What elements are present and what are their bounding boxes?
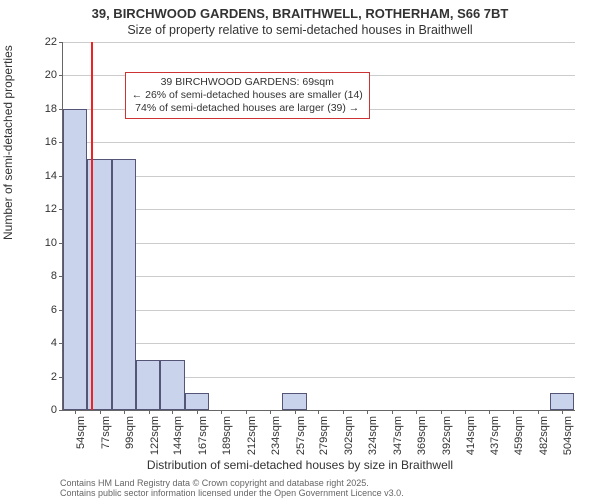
gridline [63,310,575,311]
gridline [63,276,575,277]
x-tick-label: 144sqm [172,416,184,455]
histogram-bar [282,393,306,410]
x-tick-label: 414sqm [465,416,477,455]
y-tick-label: 16 [45,136,63,148]
gridline [63,42,575,43]
histogram-bar [550,393,574,410]
x-tick-mark [513,410,514,414]
y-tick-label: 6 [51,304,63,316]
annotation-line: 39 BIRCHWOOD GARDENS: 69sqm [132,76,363,89]
y-axis-label: Number of semi-detached properties [1,45,15,240]
gridline [63,209,575,210]
y-tick-label: 12 [45,203,63,215]
y-tick-label: 18 [45,103,63,115]
x-tick-mark [318,410,319,414]
x-tick-label: 167sqm [197,416,209,455]
x-tick-label: 302sqm [343,416,355,455]
y-tick-label: 10 [45,237,63,249]
x-tick-label: 482sqm [538,416,550,455]
y-tick-label: 0 [51,404,63,416]
y-tick-label: 8 [51,270,63,282]
x-tick-label: 212sqm [246,416,258,455]
x-tick-mark [124,410,125,414]
x-tick-mark [465,410,466,414]
histogram-bar [112,159,136,410]
x-tick-label: 99sqm [124,416,136,449]
x-tick-mark [246,410,247,414]
x-tick-mark [172,410,173,414]
annotation-line: 74% of semi-detached houses are larger (… [132,102,363,115]
histogram-bar [136,360,160,410]
chart-subtitle: Size of property relative to semi-detach… [0,23,600,37]
footer-line-2: Contains public sector information licen… [60,488,404,498]
x-tick-label: 234sqm [270,416,282,455]
x-tick-mark [270,410,271,414]
x-tick-label: 77sqm [100,416,112,449]
x-tick-label: 257sqm [295,416,307,455]
x-tick-mark [197,410,198,414]
x-tick-mark [149,410,150,414]
x-tick-mark [221,410,222,414]
x-tick-label: 189sqm [221,416,233,455]
y-tick-label: 2 [51,371,63,383]
x-tick-label: 459sqm [513,416,525,455]
plot-area: 024681012141618202254sqm77sqm99sqm122sqm… [62,42,575,411]
footer-line-1: Contains HM Land Registry data © Crown c… [60,478,369,488]
x-tick-label: 122sqm [149,416,161,455]
x-tick-label: 54sqm [75,416,87,449]
gridline [63,176,575,177]
x-tick-mark [295,410,296,414]
y-tick-label: 22 [45,36,63,48]
x-tick-label: 392sqm [441,416,453,455]
x-tick-mark [416,410,417,414]
chart-title: 39, BIRCHWOOD GARDENS, BRAITHWELL, ROTHE… [0,6,600,21]
x-tick-label: 437sqm [489,416,501,455]
x-tick-label: 369sqm [416,416,428,455]
histogram-bar [185,393,209,410]
annotation-box: 39 BIRCHWOOD GARDENS: 69sqm← 26% of semi… [125,72,370,119]
x-tick-label: 347sqm [392,416,404,455]
y-tick-label: 20 [45,69,63,81]
x-tick-label: 279sqm [318,416,330,455]
y-tick-label: 14 [45,170,63,182]
x-tick-mark [75,410,76,414]
histogram-bar [160,360,184,410]
x-tick-mark [392,410,393,414]
x-tick-mark [441,410,442,414]
x-tick-mark [538,410,539,414]
x-axis-label: Distribution of semi-detached houses by … [0,458,600,472]
x-tick-mark [343,410,344,414]
x-tick-label: 324sqm [367,416,379,455]
x-tick-mark [367,410,368,414]
marker-line [91,42,93,410]
chart-container: 39, BIRCHWOOD GARDENS, BRAITHWELL, ROTHE… [0,0,600,500]
histogram-bar [63,109,87,410]
x-tick-mark [100,410,101,414]
gridline [63,142,575,143]
gridline [63,243,575,244]
gridline [63,343,575,344]
x-tick-label: 504sqm [562,416,574,455]
x-tick-mark [489,410,490,414]
y-tick-label: 4 [51,337,63,349]
annotation-line: ← 26% of semi-detached houses are smalle… [132,89,363,102]
x-tick-mark [562,410,563,414]
